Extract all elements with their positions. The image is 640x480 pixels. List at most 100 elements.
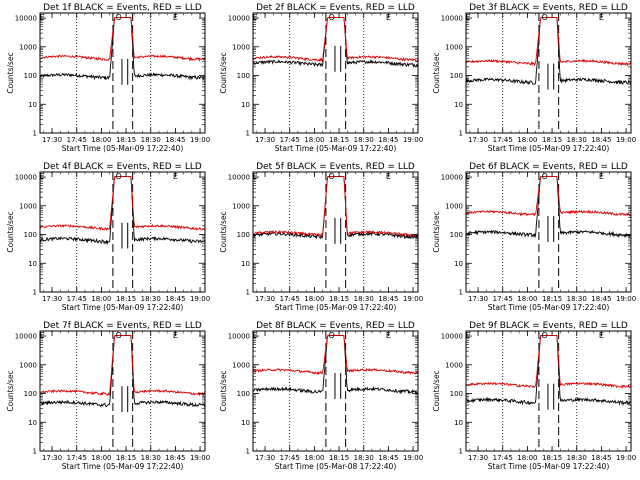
- chart-title: Det 7f BLACK = Events, RED = LLD: [43, 321, 202, 331]
- y-axis-label: Counts/sec: [219, 211, 228, 252]
- x-tick-label: 18:15: [329, 295, 349, 303]
- x-tick-label: 18:30: [141, 454, 161, 462]
- series-lld-line: [253, 17, 418, 63]
- x-tick-label: 18:45: [378, 454, 398, 462]
- x-tick-label: 17:30: [468, 295, 488, 303]
- series-events-line: [466, 17, 631, 86]
- y-axis-label: Counts/sec: [432, 211, 441, 252]
- y-tick-label: 1: [459, 130, 463, 138]
- time-marker-label: E: [173, 13, 178, 22]
- x-tick-label: 17:45: [493, 295, 513, 303]
- chart-panel-8: 1 10 100 1000 10000 17:30 17:45 18:00 18:15 18:30…: [219, 321, 423, 471]
- x-tick-label: 18:00: [304, 295, 324, 303]
- chart-title: Det 1f BLACK = Events, RED = LLD: [43, 3, 202, 13]
- x-tick-label: 19:00: [190, 136, 210, 144]
- y-tick-label: 10000: [441, 174, 463, 182]
- y-tick-label: 10000: [441, 333, 463, 341]
- time-marker-label: O: [116, 172, 122, 181]
- x-tick-label: 18:15: [542, 454, 562, 462]
- x-tick-label: 18:15: [542, 136, 562, 144]
- time-marker-label: E: [253, 172, 258, 181]
- x-tick-label: 18:45: [591, 454, 611, 462]
- x-tick-label: 18:45: [591, 295, 611, 303]
- y-tick-label: 100: [24, 231, 37, 239]
- x-tick-label: 17:30: [468, 454, 488, 462]
- x-tick-label: 18:00: [91, 136, 111, 144]
- series-lld-line: [40, 17, 205, 62]
- chart-panel-7: 1 10 100 1000 10000 17:30 17:45 18:00 18:15 18:30…: [6, 321, 210, 471]
- x-axis-label: Start Time (05-Mar-09 17:22:40): [488, 462, 610, 471]
- series-events-line: [40, 17, 205, 81]
- series-lld-line: [466, 176, 631, 217]
- x-tick-label: 18:45: [165, 136, 185, 144]
- x-tick-label: 17:30: [255, 136, 275, 144]
- plot-frame: [252, 330, 419, 452]
- x-tick-label: 18:00: [517, 454, 537, 462]
- x-tick-label: 19:00: [616, 136, 636, 144]
- x-tick-label: 18:30: [567, 136, 587, 144]
- x-tick-label: 18:15: [329, 136, 349, 144]
- y-tick-label: 1: [33, 289, 37, 297]
- x-axis-label: Start Time (05-Mar-09 17:22:40): [275, 303, 397, 312]
- x-tick-label: 17:30: [42, 454, 62, 462]
- x-tick-label: 18:15: [542, 295, 562, 303]
- plot-frame: [252, 12, 419, 134]
- time-marker-label: E: [386, 172, 391, 181]
- y-tick-label: 1000: [445, 43, 463, 51]
- x-tick-label: 17:30: [255, 295, 275, 303]
- series-events-line: [40, 335, 205, 408]
- x-tick-label: 18:30: [141, 295, 161, 303]
- chart-panel-3: 1 10 100 1000 10000 17:30 17:45 18:00 18:15 18:30…: [432, 3, 636, 153]
- x-tick-label: 18:15: [329, 454, 349, 462]
- y-axis-label: Counts/sec: [6, 52, 15, 93]
- time-marker-label: O: [116, 331, 122, 340]
- x-axis-label: Start Time (05-Mar-09 17:22:40): [488, 303, 610, 312]
- x-tick-label: 18:45: [378, 136, 398, 144]
- x-tick-label: 18:00: [517, 295, 537, 303]
- chart-title: Det 2f BLACK = Events, RED = LLD: [256, 3, 415, 13]
- x-tick-label: 19:00: [616, 295, 636, 303]
- x-tick-label: 17:45: [280, 295, 300, 303]
- series-events-line: [40, 176, 205, 245]
- time-marker-label: O: [329, 331, 335, 340]
- x-tick-label: 17:45: [493, 454, 513, 462]
- x-tick-label: 18:30: [354, 136, 374, 144]
- series-lld-line: [40, 176, 205, 232]
- y-axis-label: Counts/sec: [432, 52, 441, 93]
- series-events-line: [253, 335, 418, 395]
- series-events-line: [466, 176, 631, 239]
- series-events-line: [466, 335, 631, 406]
- y-tick-label: 1000: [232, 202, 250, 210]
- x-tick-label: 18:15: [116, 295, 136, 303]
- series-lld-line: [466, 17, 631, 67]
- chart-panel-6: 1 10 100 1000 10000 17:30 17:45 18:00 18:15 18:30…: [432, 162, 636, 312]
- time-marker-label: E: [386, 13, 391, 22]
- chart-panel-9: 1 10 100 1000 10000 17:30 17:45 18:00 18:15 18:30…: [432, 321, 636, 471]
- time-marker-label: E: [466, 172, 471, 181]
- y-tick-label: 100: [24, 390, 37, 398]
- y-axis-label: Counts/sec: [219, 52, 228, 93]
- x-tick-label: 17:30: [42, 295, 62, 303]
- y-tick-label: 10: [241, 101, 250, 109]
- x-tick-label: 18:15: [116, 136, 136, 144]
- x-tick-label: 18:00: [91, 454, 111, 462]
- chart-panel-1: 1 10 100 1000 10000 17:30 17:45 18:00 18:15 18:30…: [6, 3, 210, 153]
- y-tick-label: 1000: [232, 43, 250, 51]
- time-marker-label: E: [466, 331, 471, 340]
- y-tick-label: 10: [454, 101, 463, 109]
- y-tick-label: 10000: [441, 15, 463, 23]
- y-tick-label: 100: [237, 390, 250, 398]
- chart-panel-4: 1 10 100 1000 10000 17:30 17:45 18:00 18:15 18:30…: [6, 162, 210, 312]
- y-tick-label: 10000: [15, 174, 37, 182]
- y-tick-label: 100: [450, 390, 463, 398]
- plot-frame: [465, 12, 632, 134]
- y-tick-label: 1000: [19, 43, 37, 51]
- y-axis-label: Counts/sec: [219, 370, 228, 411]
- y-tick-label: 10: [454, 419, 463, 427]
- y-tick-label: 10000: [228, 333, 250, 341]
- y-axis-label: Counts/sec: [6, 211, 15, 252]
- chart-title: Det 4f BLACK = Events, RED = LLD: [43, 162, 202, 172]
- series-events-line: [253, 176, 418, 240]
- x-tick-label: 19:00: [190, 454, 210, 462]
